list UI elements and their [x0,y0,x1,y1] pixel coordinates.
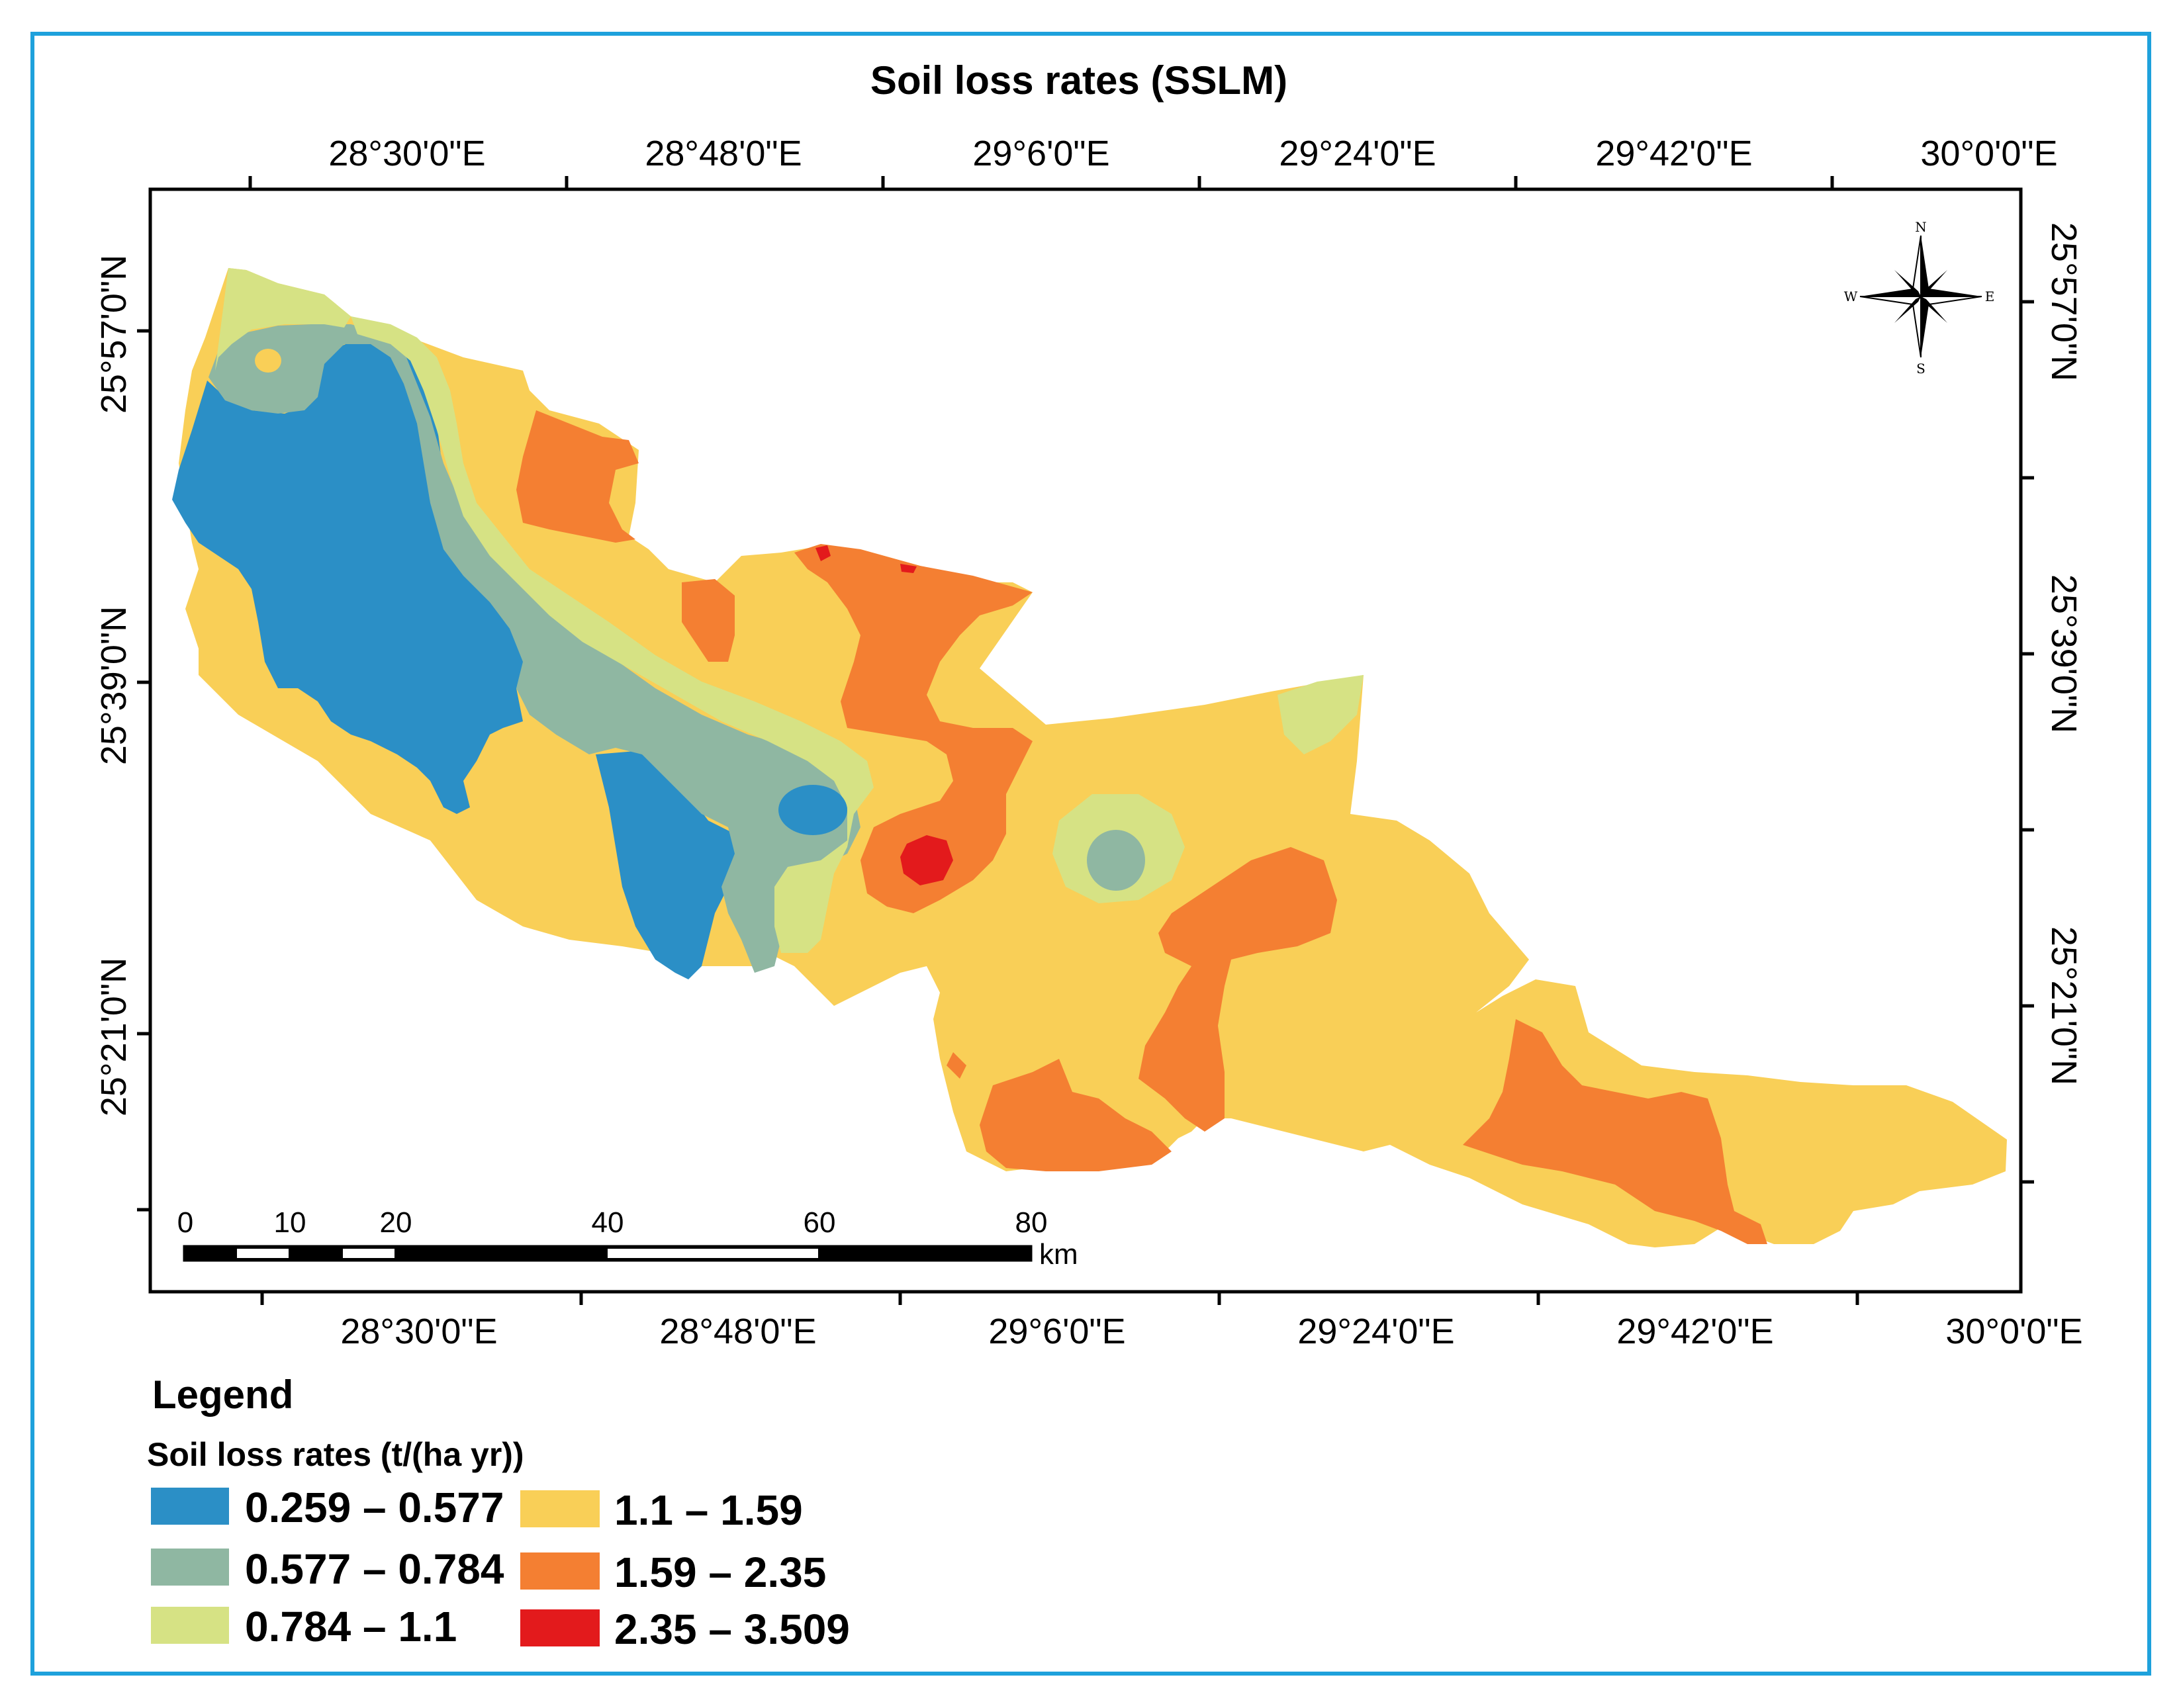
region-class-3 [215,268,351,371]
legend-label-2: 0.577 – 0.784 [245,1545,504,1593]
legend-swatch-4 [520,1490,600,1527]
legend-subtitle: Soil loss rates (t/(ha yr)) [147,1436,524,1473]
region-class-5 [1138,847,1337,1132]
scale-label: 0 [177,1206,193,1239]
left-tick-labels: 25°57'0"N 25°39'0"N 25°21'0"N [94,255,134,1116]
region-class-5 [682,579,735,662]
legend-swatch-2 [151,1549,229,1586]
right-tick-marks [2021,300,2034,1184]
scale-label: 10 [274,1206,306,1239]
top-tick-marks [248,176,1834,189]
scale-unit: km [1039,1238,1078,1271]
region-class-1 [778,785,847,835]
region-class-5 [516,410,639,543]
bottom-tick-label: 29°24'0"E [1297,1312,1454,1351]
compass-east-label: E [1985,289,1995,304]
top-tick-label: 28°30'0"E [328,134,485,173]
legend-swatch-6 [520,1609,600,1646]
legend-swatch-1 [151,1488,229,1525]
top-tick-label: 29°42'0"E [1595,134,1752,173]
region-class-6 [900,564,917,573]
bottom-tick-marks [260,1292,1859,1305]
legend-heading: Legend [152,1372,293,1417]
region-class-1 [596,751,741,979]
top-tick-label: 29°6'0"E [972,134,1109,173]
bottom-tick-label: 29°6'0"E [988,1312,1125,1351]
right-tick-label: 25°39'0"N [2044,574,2084,733]
compass-north-label: N [1915,219,1927,235]
legend-swatch-5 [520,1552,600,1590]
map-title: Soil loss rates (SSLM) [870,58,1287,103]
bottom-tick-label: 28°30'0"E [340,1312,497,1351]
region-class-5 [980,1059,1172,1171]
legend-label-1: 0.259 – 0.577 [245,1484,504,1531]
region-class-3 [351,316,874,953]
scale-label: 40 [592,1206,624,1239]
left-tick-label: 25°21'0"N [94,958,134,1116]
region-class-5 [1463,1019,1767,1244]
top-tick-label: 29°24'0"E [1279,134,1436,173]
bottom-tick-label: 28°48'0"E [659,1312,816,1351]
scale-label: 20 [380,1206,412,1239]
region-class-4 [255,349,281,373]
right-tick-label: 25°21'0"N [2044,926,2084,1085]
top-tick-label: 30°0'0"E [1920,134,2057,173]
region-class-5 [947,1052,966,1079]
region-class-6 [900,835,953,885]
left-tick-marks [137,329,150,1212]
legend-label-6: 2.35 – 3.509 [614,1605,850,1653]
left-tick-label: 25°39'0"N [94,606,134,765]
legend-swatch-3 [151,1607,229,1644]
map-neatline [148,187,2023,1294]
region-class-3 [1277,675,1364,754]
region-class-2 [1087,830,1145,891]
right-tick-label: 25°57'0"N [2044,222,2084,381]
region-class-6 [815,545,831,561]
bottom-tick-label: 29°42'0"E [1616,1312,1773,1351]
legend-label-4: 1.1 – 1.59 [614,1486,803,1534]
bottom-tick-labels: 28°30'0"E 28°48'0"E 29°6'0"E 29°24'0"E 2… [340,1312,2082,1351]
region-class-4 [179,268,2007,1247]
region-class-5 [794,544,1033,913]
scale-label: 60 [804,1206,836,1239]
legend: Legend Soil loss rates (t/(ha yr)) 0.259… [147,1372,850,1653]
compass-west-label: W [1844,289,1858,304]
right-tick-labels: 25°57'0"N 25°39'0"N 25°21'0"N [2044,222,2084,1085]
left-tick-label: 25°57'0"N [94,255,134,414]
top-tick-labels: 28°30'0"E 28°48'0"E 29°6'0"E 29°24'0"E 2… [328,134,2057,173]
soil-loss-regions [172,268,2007,1247]
legend-label-5: 1.59 – 2.35 [614,1549,826,1596]
scale-bar: 0 10 20 40 60 80 km [177,1206,1078,1271]
legend-label-3: 0.784 – 1.1 [245,1603,457,1650]
region-class-2 [209,324,860,973]
bottom-tick-label: 30°0'0"E [1945,1312,2082,1351]
north-arrow-icon: N S E W [1844,219,1995,377]
scale-label: 80 [1015,1206,1048,1239]
compass-south-label: S [1916,361,1926,377]
top-tick-label: 28°48'0"E [645,134,802,173]
